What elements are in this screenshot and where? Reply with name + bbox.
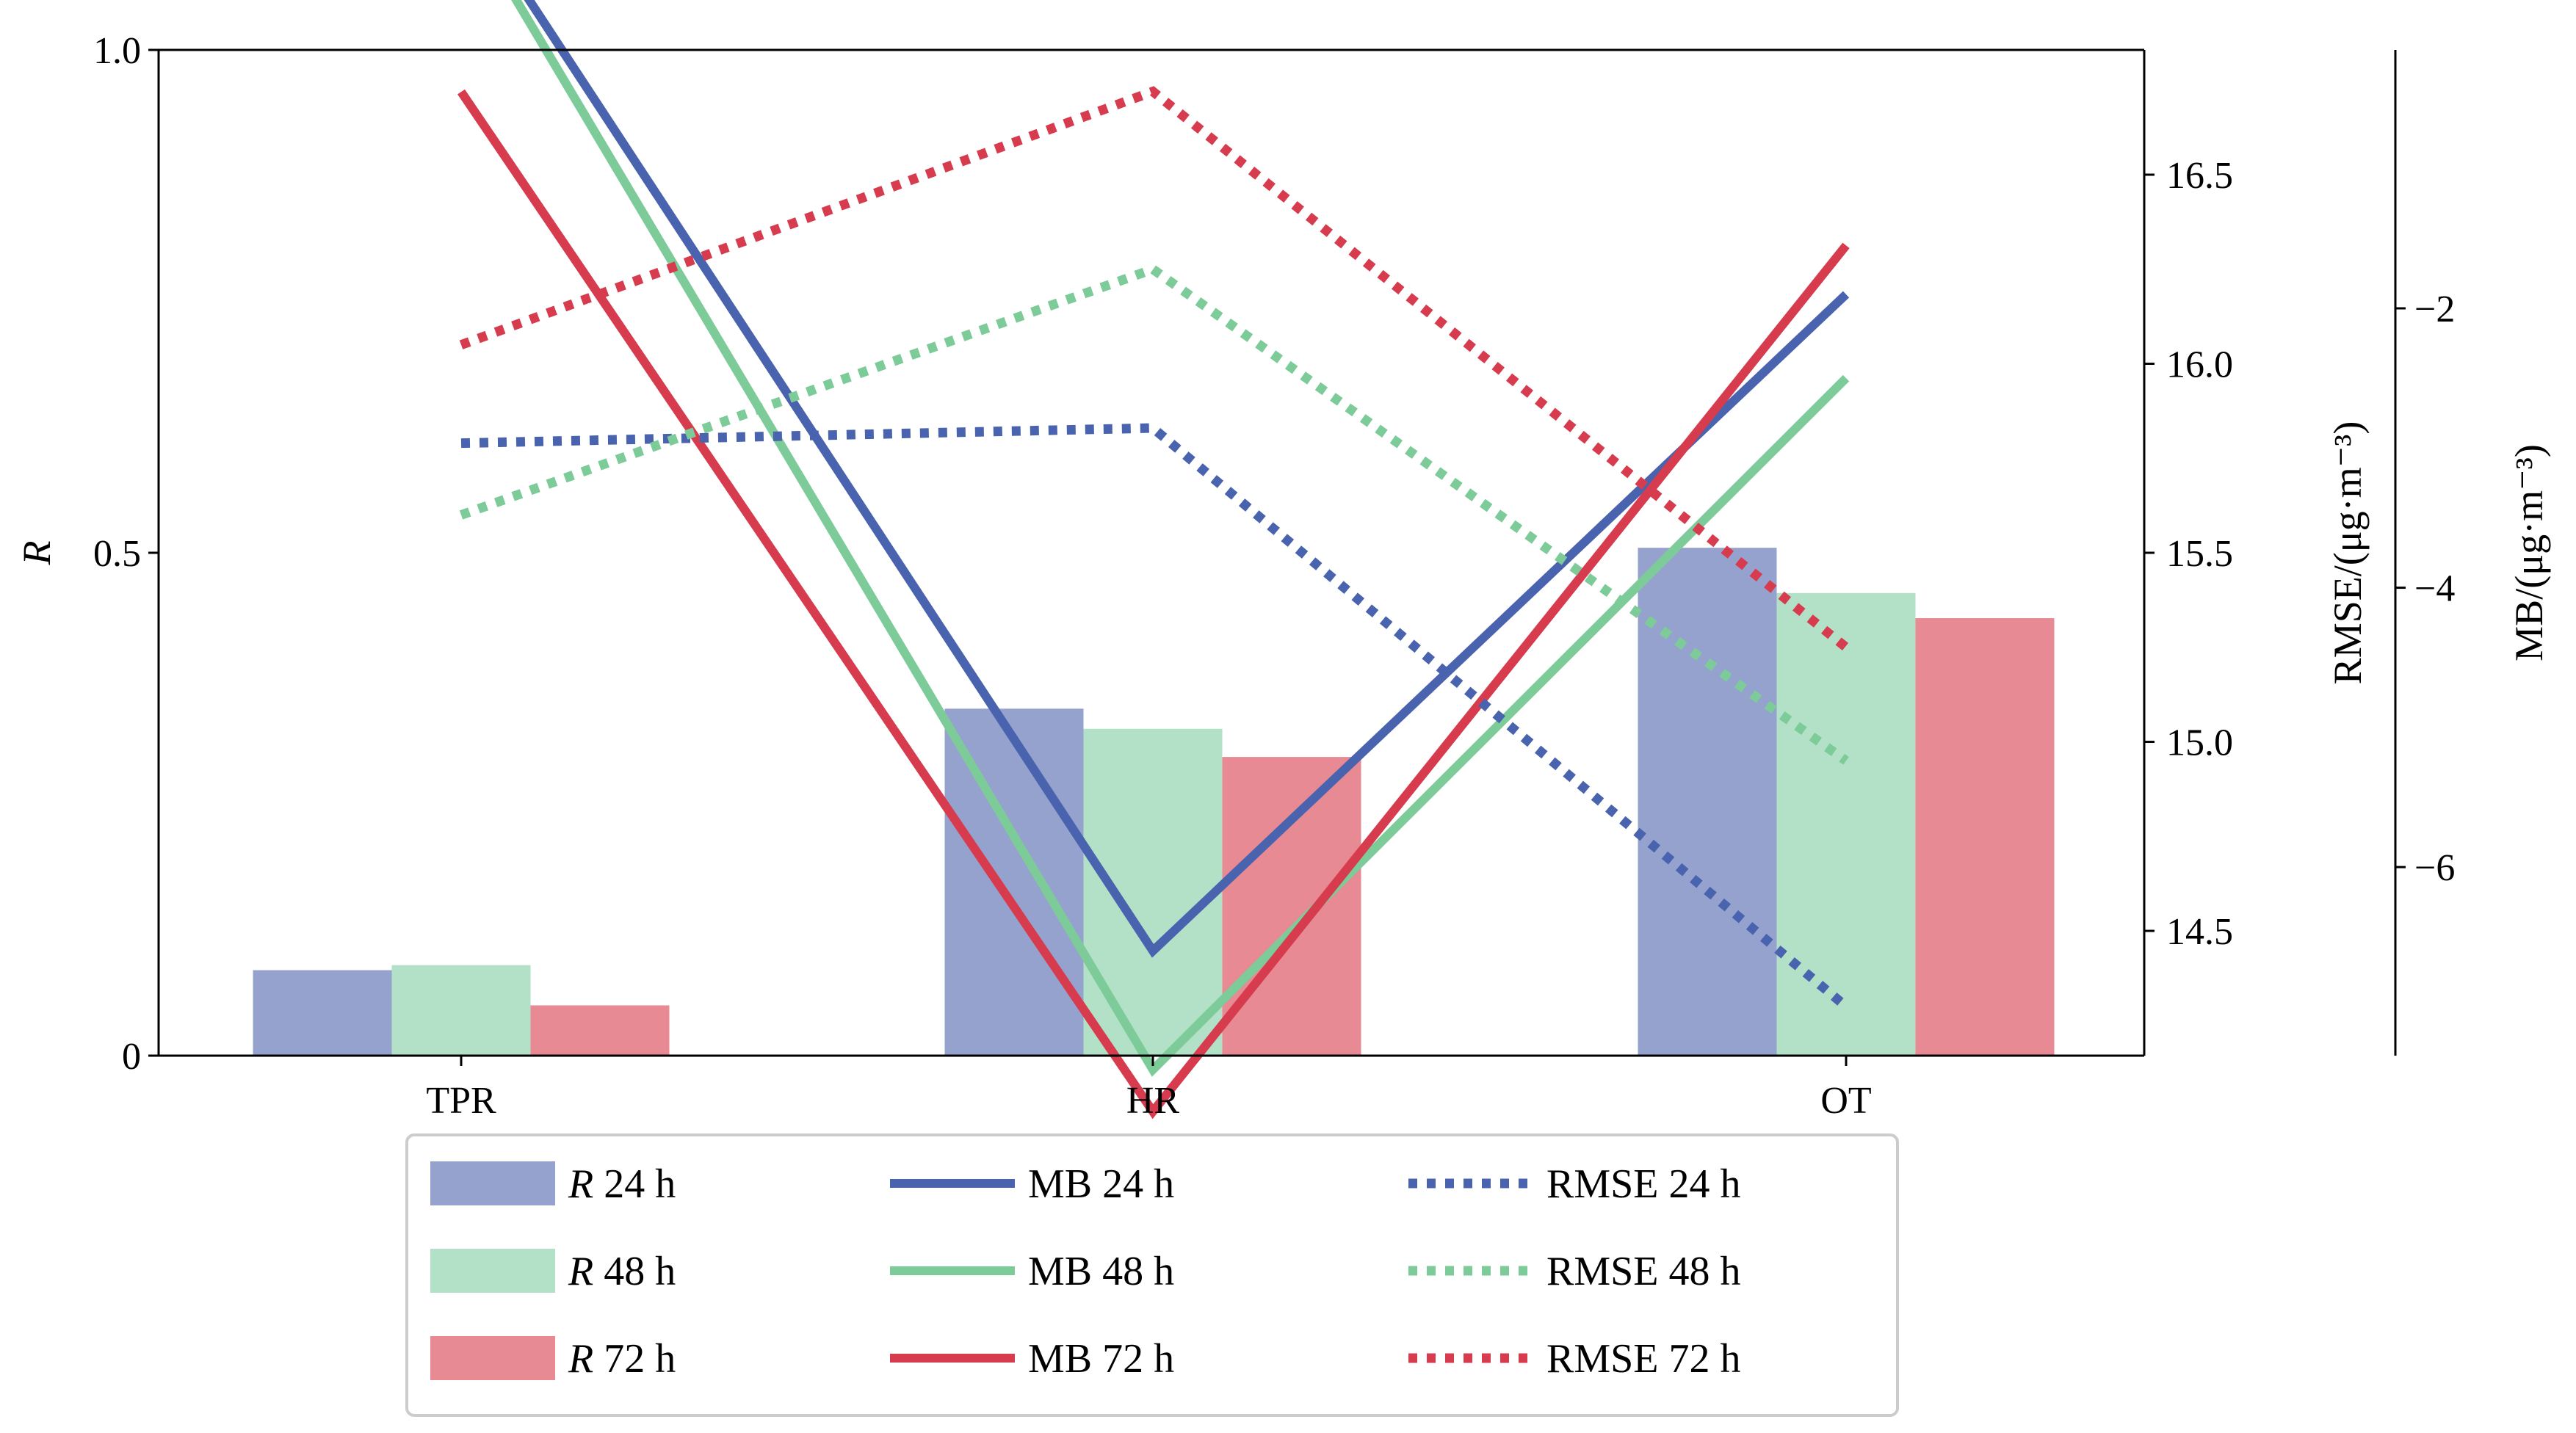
legend: R 24 h MB 24 h RMSE 24 h R 48 h MB 48 h RMSE … [405, 1133, 1899, 1417]
left-axis-title: R [15, 541, 59, 566]
rmse-tick-label: 15.5 [2166, 533, 2233, 575]
legend-label: MB 48 h [1028, 1249, 1174, 1294]
legend-label: RMSE 24 h [1546, 1161, 1741, 1207]
bar-r-72-h-ot [1915, 618, 2055, 1056]
x-tick-label-hr: HR [1126, 1080, 1180, 1122]
bar-r-48-h-ot [1776, 592, 1916, 1056]
legend-label: RMSE 72 h [1546, 1336, 1741, 1382]
rmse-tick-label: 15.0 [2166, 722, 2233, 764]
bar-r-48-h-tpr [391, 965, 531, 1056]
line-mb-24-h [524, 0, 1850, 958]
legend-swatch-bar [430, 1249, 555, 1293]
rmse-tick-label: 16.5 [2166, 155, 2233, 197]
legend-item-rmse-72-h: RMSE 72 h [1408, 1336, 1741, 1382]
mb-tick-label: −4 [2414, 568, 2455, 610]
left-tick-label: 1.0 [93, 30, 141, 72]
lines-layer [457, 0, 1850, 1120]
legend-label: RMSE 48 h [1546, 1249, 1741, 1294]
legend-item-mb-24-h: MB 24 h [890, 1161, 1174, 1207]
mb-axis-title: MB/(μg·m⁻³) [2507, 444, 2551, 661]
left-tick-label: 0 [122, 1036, 141, 1078]
legend-item-r-48-h: R 48 h [430, 1249, 676, 1294]
line-mb-48-h [511, 0, 1850, 1077]
x-tick-label-ot: OT [1820, 1080, 1871, 1122]
bars-layer [253, 548, 2055, 1056]
legend-swatch-bar [430, 1336, 555, 1380]
legend-item-rmse-24-h: RMSE 24 h [1408, 1161, 1741, 1207]
legend-box [405, 1133, 1899, 1417]
bar-r-24-h-tpr [253, 970, 392, 1056]
rmse-axis-title: RMSE/(μg·m⁻³) [2326, 421, 2370, 685]
bar-r-48-h-hr [1083, 728, 1223, 1056]
legend-swatch-bar [430, 1161, 555, 1205]
bar-r-72-h-hr [1222, 757, 1361, 1056]
rmse-tick-label: 16.0 [2166, 344, 2233, 385]
legend-label: R 48 h [568, 1249, 676, 1294]
legend-label: MB 72 h [1028, 1336, 1174, 1382]
legend-item-r-24-h: R 24 h [430, 1161, 676, 1207]
left-tick-label: 0.5 [93, 533, 141, 575]
line-rmse-72-h [459, 86, 1850, 651]
mb-tick-label: −2 [2414, 289, 2455, 330]
x-tick-label-tpr: TPR [426, 1080, 496, 1122]
legend-item-rmse-48-h: RMSE 48 h [1408, 1249, 1741, 1294]
legend-label: R 24 h [568, 1161, 676, 1207]
axes-layer: 0 0.5 1.0 R 14.5 15.0 15.5 16.0 16.5 RMSE/(μg·m⁻³… [15, 30, 2551, 1122]
rmse-tick-label: 14.5 [2166, 911, 2233, 953]
bar-r-24-h-ot [1638, 548, 1777, 1056]
legend-item-r-72-h: R 72 h [430, 1336, 676, 1382]
line-rmse-48-h [459, 264, 1849, 765]
mb-tick-label: −6 [2414, 847, 2455, 889]
legend-item-mb-48-h: MB 48 h [890, 1249, 1174, 1294]
legend-label: MB 24 h [1028, 1161, 1174, 1207]
legend-label: R 72 h [568, 1336, 676, 1382]
bar-r-72-h-tpr [530, 1005, 670, 1056]
legend-item-mb-72-h: MB 72 h [890, 1336, 1174, 1382]
